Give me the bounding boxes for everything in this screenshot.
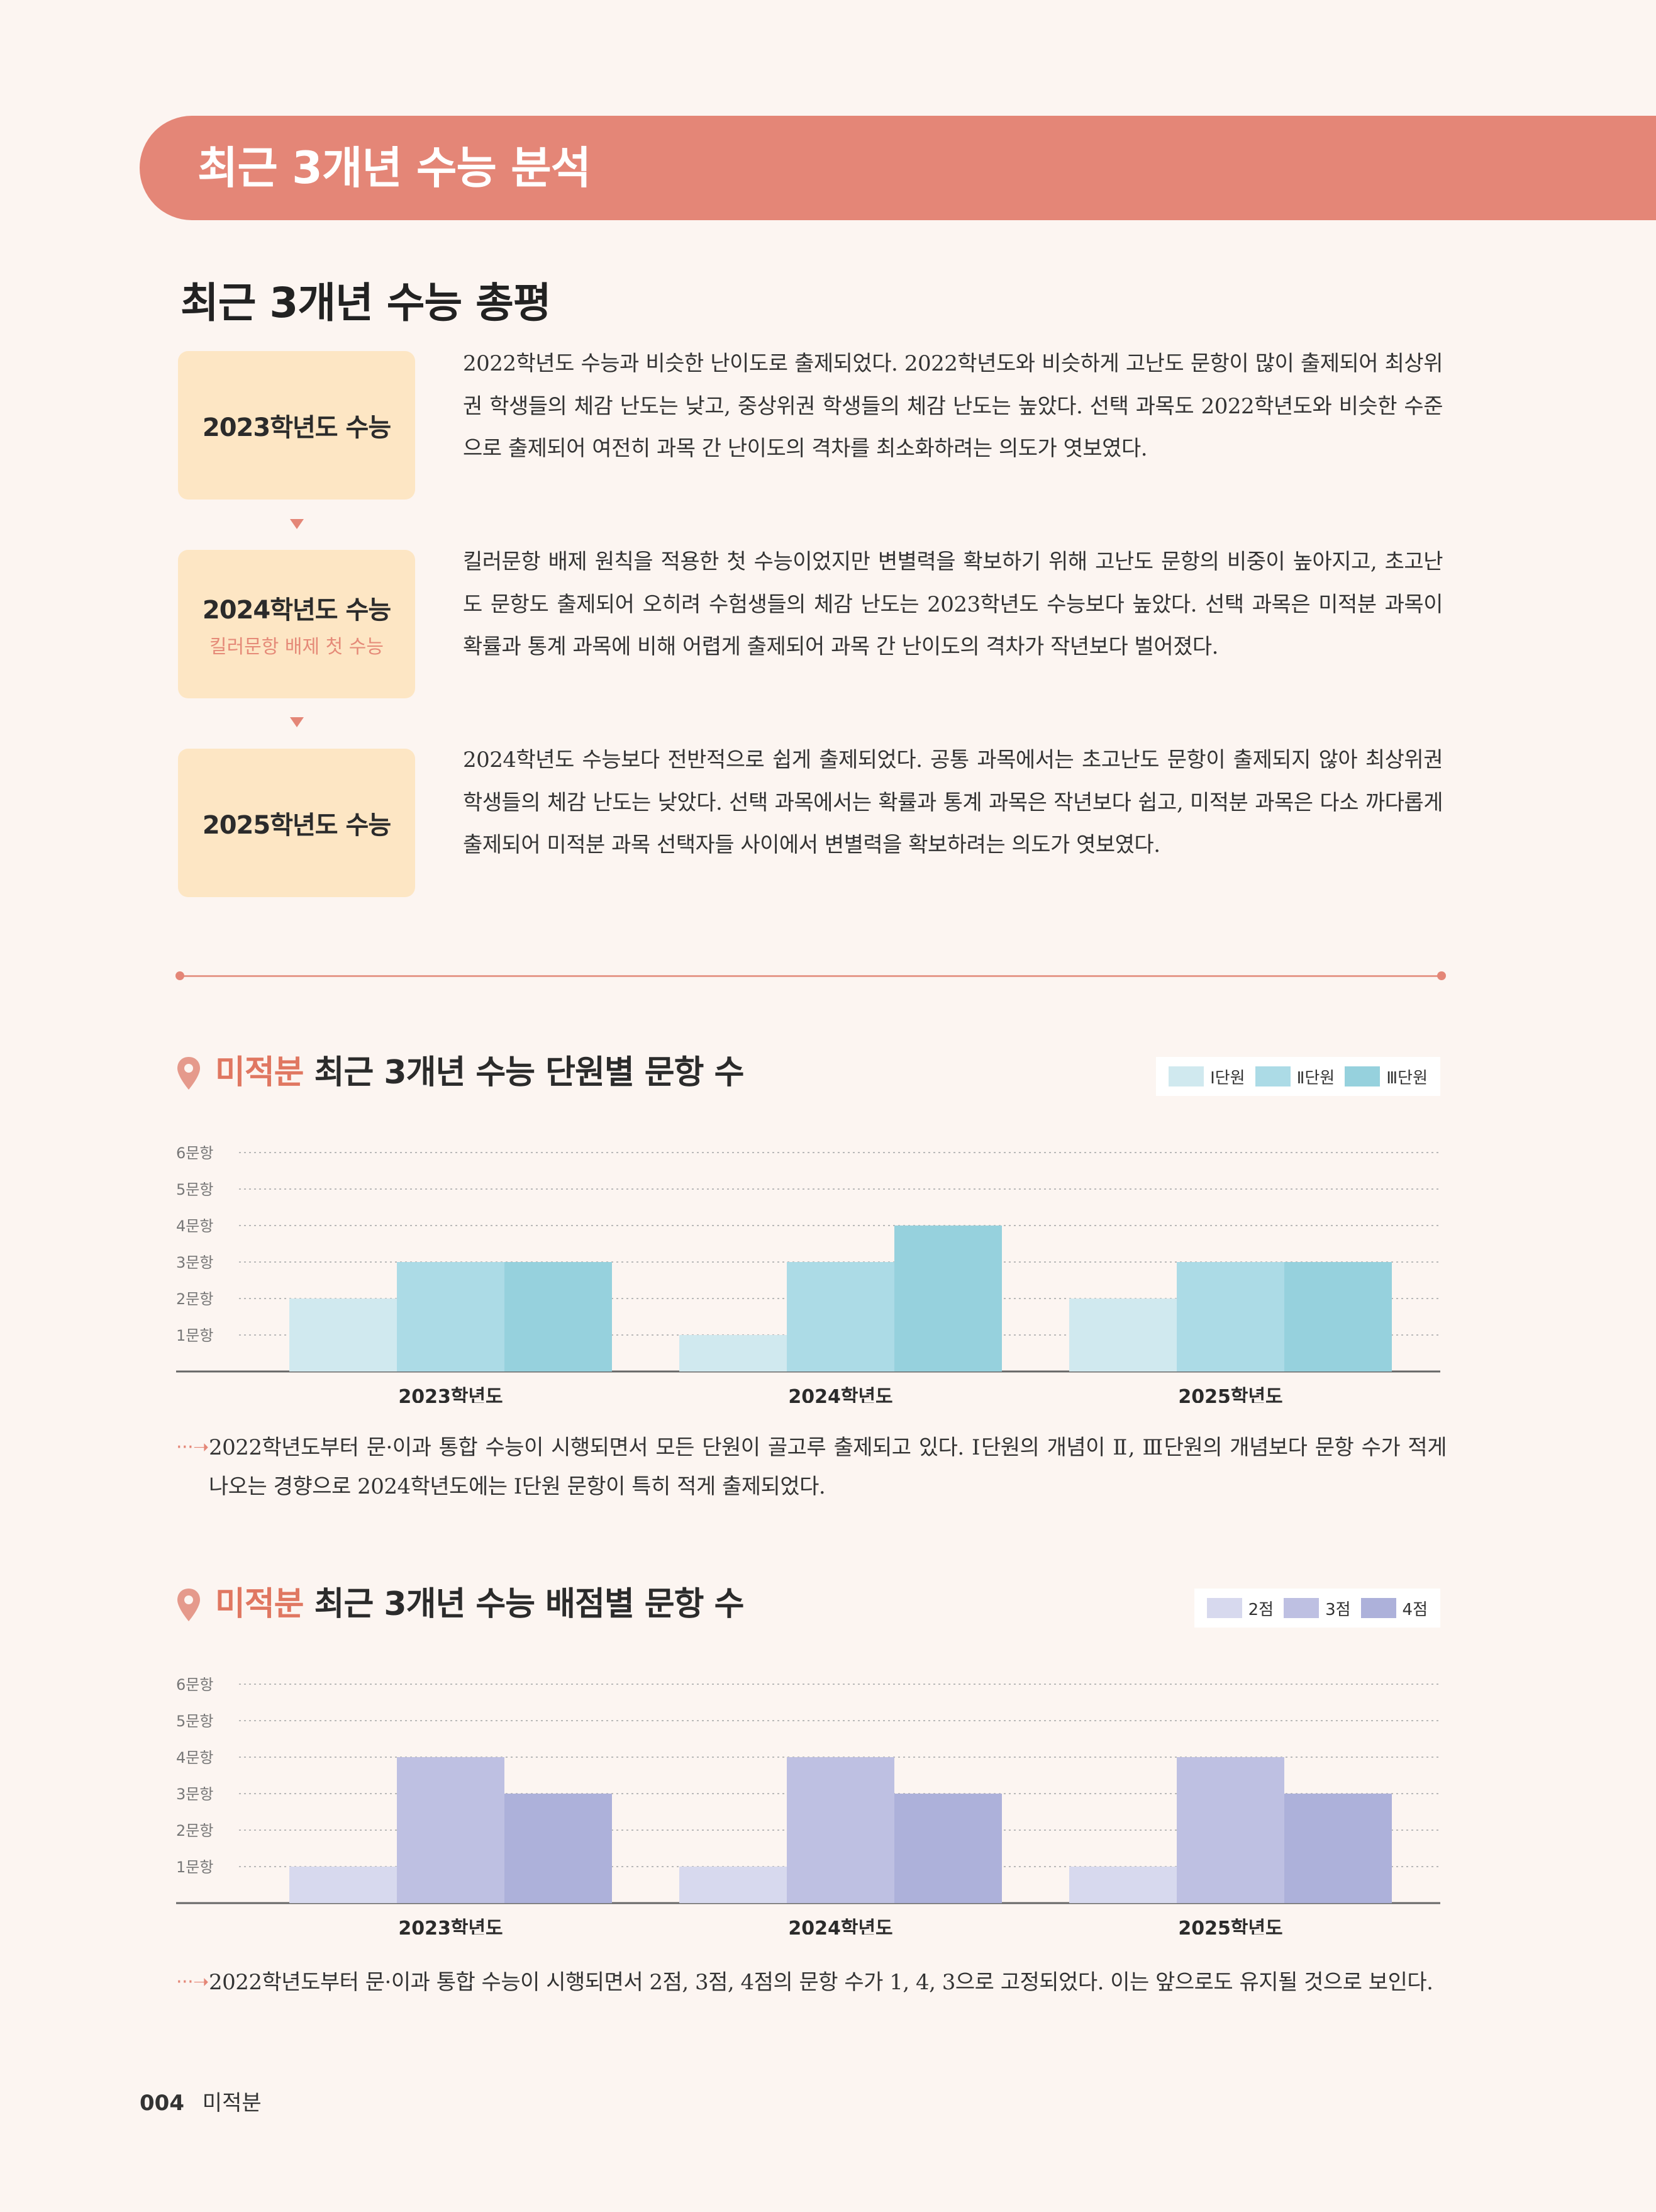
location-pin-icon [177, 1589, 200, 1621]
bar [1069, 1299, 1177, 1371]
bar [504, 1262, 612, 1371]
chart-title-accent: 미적분 [215, 1585, 304, 1623]
legend-label: 2점 [1248, 1600, 1274, 1619]
bar [289, 1299, 397, 1371]
y-tick-label: 5문항 [176, 1181, 213, 1198]
legend-swatch [1345, 1066, 1381, 1086]
divider-dot [175, 971, 184, 980]
overview-text-2025: 2024학년도 수능보다 전반적으로 쉽게 출제되었다. 공통 과목에서는 초고… [463, 747, 1443, 857]
section-divider [179, 975, 1442, 977]
x-category-label: 2023학년도 [398, 1918, 503, 1935]
chart-title-accent: 미적분 [215, 1054, 304, 1092]
bar [679, 1335, 787, 1371]
year-box-2024: 2024학년도 수능 킬러문항 배제 첫 수능 [178, 550, 415, 698]
bar [1284, 1262, 1392, 1371]
legend-swatch [1284, 1598, 1320, 1618]
bar [787, 1262, 894, 1371]
bar [1177, 1757, 1284, 1903]
x-category-label: 2025학년도 [1178, 1386, 1282, 1403]
footer-subject: 미적분 [202, 2091, 262, 2116]
x-category-label: 2023학년도 [398, 1386, 503, 1403]
down-arrow-icon [290, 717, 304, 727]
bar [894, 1794, 1002, 1903]
y-tick-label: 2문항 [176, 1290, 213, 1308]
bar [894, 1226, 1002, 1371]
y-tick-label: 6문항 [176, 1676, 213, 1694]
y-tick-label: 6문항 [176, 1144, 213, 1162]
section-banner: 최근 3개년 수능 분석 [140, 116, 1656, 220]
x-category-label: 2025학년도 [1178, 1918, 1282, 1935]
unit-chart-block: 1문항 2문항 3문항 4문항 5문항 6문항 2023학년도 2024학년도 2025학년도 … [176, 1051, 1447, 1529]
y-tick-label: 3문항 [176, 1254, 213, 1271]
bar [1069, 1867, 1177, 1903]
bar [397, 1262, 504, 1371]
legend-item: Ⅰ단원 [1169, 1065, 1245, 1088]
legend-label: Ⅲ단원 [1386, 1068, 1428, 1088]
bar [1177, 1262, 1284, 1371]
y-tick-label: 2문항 [176, 1822, 213, 1840]
banner-title: 최근 3개년 수능 분석 [197, 142, 591, 194]
page-number: 004 [140, 2091, 184, 2116]
year-label: 2024학년도 수능 [202, 596, 391, 625]
chart-note-text: 2022학년도부터 문·이과 통합 수능이 시행되면서 모든 단원이 골고루 출… [209, 1435, 1447, 1499]
arrow-right-icon: ···➝ [176, 1436, 209, 1458]
year-box-2025: 2025학년도 수능 [178, 749, 415, 897]
y-tick-label: 5문항 [176, 1712, 213, 1730]
year-label: 2025학년도 수능 [202, 811, 391, 840]
y-tick-label: 4문항 [176, 1749, 213, 1767]
chart-legend: 2점 3점 4점 [1194, 1589, 1440, 1628]
down-arrow-icon [290, 519, 304, 529]
year-sublabel: 킬러문항 배제 첫 수능 [209, 636, 384, 658]
legend-item: 3점 [1284, 1597, 1351, 1620]
score-chart: 1문항 2문항 3문항 4문항 5문항 6문항 2023학년도 2024학년도 2025학년도 [176, 1676, 1440, 1935]
arrow-right-icon: ···➝ [176, 1971, 209, 1993]
legend-item: Ⅲ단원 [1345, 1065, 1428, 1088]
legend-label: 3점 [1325, 1600, 1351, 1619]
legend-item: 4점 [1360, 1597, 1428, 1620]
legend-label: Ⅰ단원 [1210, 1068, 1245, 1088]
bar [1284, 1794, 1392, 1903]
y-tick-label: 4문항 [176, 1217, 213, 1235]
chart-title: 미적분 최근 3개년 수능 배점별 문항 수 [215, 1582, 745, 1626]
legend-swatch [1360, 1598, 1396, 1618]
bar [787, 1757, 894, 1903]
year-box-2023: 2023학년도 수능 [178, 351, 415, 500]
legend-swatch [1255, 1066, 1291, 1086]
chart-title-rest: 최근 3개년 수능 단원별 문항 수 [314, 1054, 745, 1092]
chart-note: ···➝ 2022학년도부터 문·이과 통합 수능이 시행되면서 모든 단원이 … [176, 1428, 1447, 1506]
location-pin-icon [177, 1057, 200, 1090]
legend-label: Ⅱ단원 [1296, 1068, 1335, 1088]
legend-item: 2점 [1206, 1597, 1274, 1620]
chart-legend: Ⅰ단원 Ⅱ단원 Ⅲ단원 [1156, 1057, 1440, 1096]
legend-label: 4점 [1402, 1600, 1428, 1619]
x-category-label: 2024학년도 [788, 1386, 892, 1403]
y-tick-label: 3문항 [176, 1785, 213, 1803]
bar [679, 1867, 787, 1903]
chart-title: 미적분 최근 3개년 수능 단원별 문항 수 [215, 1051, 745, 1095]
page-footer: 004 미적분 [140, 2086, 262, 2116]
y-tick-label: 1문항 [176, 1327, 213, 1344]
divider-dot [1437, 971, 1446, 980]
score-chart-block: 1문항 2문항 3문항 4문항 5문항 6문항 2023학년도 2024학년도 2025학년도 … [176, 1582, 1447, 2060]
overview-title: 최근 3개년 수능 총평 [181, 279, 552, 327]
legend-swatch [1169, 1066, 1204, 1086]
unit-chart: 1문항 2문항 3문항 4문항 5문항 6문항 2023학년도 2024학년도 2025학년도 [176, 1144, 1440, 1403]
chart-title-rest: 최근 3개년 수능 배점별 문항 수 [314, 1585, 745, 1623]
bar [504, 1794, 612, 1903]
overview-text-2024: 킬러문항 배제 원칙을 적용한 첫 수능이었지만 변별력을 확보하기 위해 고난… [463, 549, 1443, 659]
chart-note: ···➝ 2022학년도부터 문·이과 통합 수능이 시행되면서 2점, 3점,… [176, 1963, 1447, 2002]
chart-note-text: 2022학년도부터 문·이과 통합 수능이 시행되면서 2점, 3점, 4점의 … [209, 1970, 1433, 1995]
x-category-label: 2024학년도 [788, 1918, 892, 1935]
year-label: 2023학년도 수능 [202, 413, 391, 442]
bar [289, 1867, 397, 1903]
legend-item: Ⅱ단원 [1255, 1065, 1335, 1088]
overview-text-2023: 2022학년도 수능과 비슷한 난이도로 출제되었다. 2022학년도와 비슷하… [463, 351, 1443, 461]
bar [397, 1757, 504, 1903]
legend-swatch [1206, 1598, 1242, 1618]
y-tick-label: 1문항 [176, 1858, 213, 1876]
